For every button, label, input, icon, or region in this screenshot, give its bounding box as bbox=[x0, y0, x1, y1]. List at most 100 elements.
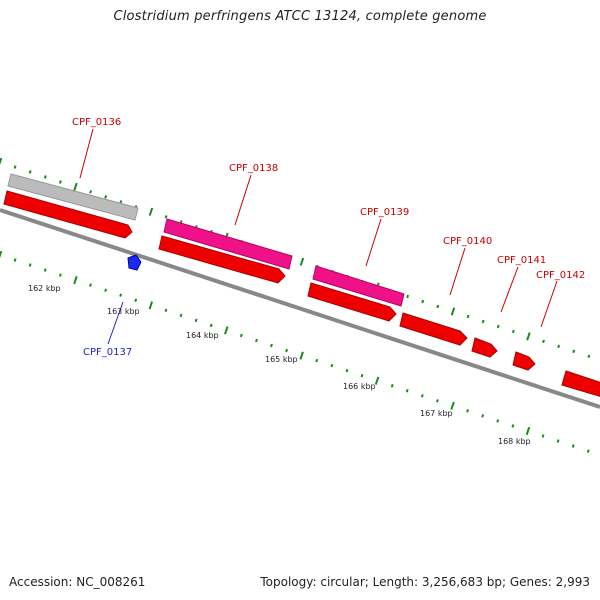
inner-tick bbox=[148, 301, 154, 310]
gene-cpf-0136[interactable] bbox=[3, 190, 133, 239]
gene-cpf-0141[interactable] bbox=[471, 337, 498, 358]
gene-cpf-0138-rrna[interactable] bbox=[163, 218, 293, 270]
outer-tick bbox=[587, 354, 591, 359]
outer-tick bbox=[104, 195, 108, 199]
inner-tick bbox=[119, 293, 123, 297]
kbp-label-168: 168 kbp bbox=[498, 437, 531, 446]
inner-tick bbox=[390, 383, 394, 388]
gene-next[interactable] bbox=[561, 370, 600, 397]
genome-title: Clostridium perfringens ATCC 13124, comp… bbox=[113, 9, 487, 24]
accession-text: Accession: NC_008261 bbox=[9, 575, 146, 589]
outer-tick bbox=[13, 165, 17, 169]
inner-tick bbox=[436, 399, 439, 403]
inner-tick bbox=[13, 258, 17, 262]
inner-tick bbox=[541, 434, 545, 438]
label-cpf-0141[interactable]: CPF_0141 bbox=[497, 255, 546, 266]
inner-tick bbox=[0, 250, 3, 259]
inner-tick bbox=[270, 343, 273, 348]
inner-tick bbox=[330, 363, 334, 368]
inner-tick bbox=[450, 401, 455, 410]
inner-tick bbox=[360, 373, 364, 378]
outer-tick bbox=[58, 180, 62, 184]
inner-tick bbox=[556, 439, 560, 443]
inner-tick bbox=[89, 283, 92, 287]
label-cpf-0142[interactable]: CPF_0142 bbox=[536, 270, 585, 281]
inner-tick bbox=[571, 444, 575, 448]
leader-cpf-0141 bbox=[500, 266, 519, 313]
kbp-label-162: 162 kbp bbox=[28, 284, 61, 293]
outer-tick bbox=[299, 257, 305, 266]
gene-cpf-0139-rrna[interactable] bbox=[312, 265, 405, 307]
outer-tick bbox=[481, 319, 485, 324]
inner-tick bbox=[496, 419, 500, 423]
kbp-label-164: 164 kbp bbox=[186, 331, 219, 340]
label-cpf-0137[interactable]: CPF_0137 bbox=[83, 347, 132, 358]
leader-cpf-0137 bbox=[107, 301, 124, 345]
inner-tick bbox=[299, 351, 304, 360]
kbp-label-163: 163 kbp bbox=[107, 307, 140, 316]
gene-cpf-0138[interactable] bbox=[158, 235, 286, 284]
inner-tick bbox=[405, 389, 409, 393]
label-cpf-0139[interactable]: CPF_0139 bbox=[360, 207, 409, 218]
inner-tick bbox=[315, 358, 319, 363]
genome-summary-text: Topology: circular; Length: 3,256,683 bp… bbox=[260, 575, 590, 589]
inner-tick bbox=[255, 338, 258, 343]
gene-cpf-0136-pseudo[interactable] bbox=[7, 173, 139, 221]
inner-tick bbox=[239, 333, 243, 338]
label-cpf-0136[interactable]: CPF_0136 bbox=[72, 117, 121, 128]
inner-tick bbox=[209, 323, 213, 328]
inner-tick bbox=[525, 426, 531, 436]
outer-tick bbox=[511, 329, 515, 334]
outer-tick bbox=[421, 299, 425, 304]
inner-tick bbox=[345, 368, 349, 373]
genome-backbone bbox=[0, 208, 600, 409]
outer-tick bbox=[572, 349, 576, 354]
kbp-label-167: 167 kbp bbox=[420, 409, 453, 418]
outer-tick bbox=[557, 344, 561, 349]
outer-tick bbox=[43, 175, 47, 179]
inner-tick bbox=[43, 268, 47, 272]
outer-tick bbox=[526, 332, 531, 341]
outer-tick bbox=[0, 157, 3, 166]
inner-tick bbox=[179, 313, 183, 318]
outer-tick bbox=[73, 182, 78, 192]
inner-tick bbox=[58, 273, 62, 277]
inner-tick bbox=[466, 409, 470, 413]
label-cpf-0140[interactable]: CPF_0140 bbox=[443, 236, 492, 247]
label-cpf-0138[interactable]: CPF_0138 bbox=[229, 163, 278, 174]
gene-cpf-0140[interactable] bbox=[399, 312, 468, 346]
inner-tick-track bbox=[0, 250, 590, 453]
leader-cpf-0136 bbox=[79, 128, 94, 179]
inner-tick bbox=[73, 275, 78, 285]
outer-tick bbox=[542, 339, 545, 344]
leader-cpf-0138 bbox=[234, 174, 252, 226]
inner-tick bbox=[374, 376, 380, 385]
inner-tick bbox=[164, 308, 168, 313]
gene-cpf-0139[interactable] bbox=[307, 282, 397, 322]
outer-tick bbox=[89, 190, 93, 194]
kbp-label-165: 165 kbp bbox=[265, 355, 298, 364]
inner-tick bbox=[224, 326, 229, 335]
outer-tick bbox=[466, 314, 470, 319]
leader-cpf-0140 bbox=[449, 247, 466, 296]
outer-tick bbox=[28, 170, 32, 174]
outer-tick bbox=[164, 215, 168, 219]
inner-tick bbox=[104, 288, 108, 292]
outer-tick bbox=[148, 207, 154, 216]
inner-tick bbox=[420, 394, 424, 398]
inner-tick bbox=[285, 348, 289, 353]
inner-tick bbox=[511, 424, 515, 428]
gene-cpf-0142[interactable] bbox=[512, 351, 536, 371]
inner-tick bbox=[28, 263, 32, 267]
outer-tick bbox=[436, 304, 440, 309]
outer-tick bbox=[496, 324, 500, 329]
leader-cpf-0139 bbox=[365, 218, 382, 267]
kbp-label-166: 166 kbp bbox=[343, 382, 376, 391]
leader-cpf-0142 bbox=[540, 280, 558, 328]
gene-cpf-0137[interactable] bbox=[127, 254, 142, 271]
inner-tick bbox=[134, 298, 138, 302]
outer-tick bbox=[450, 307, 456, 316]
inner-tick bbox=[194, 318, 198, 323]
inner-tick bbox=[586, 449, 590, 453]
